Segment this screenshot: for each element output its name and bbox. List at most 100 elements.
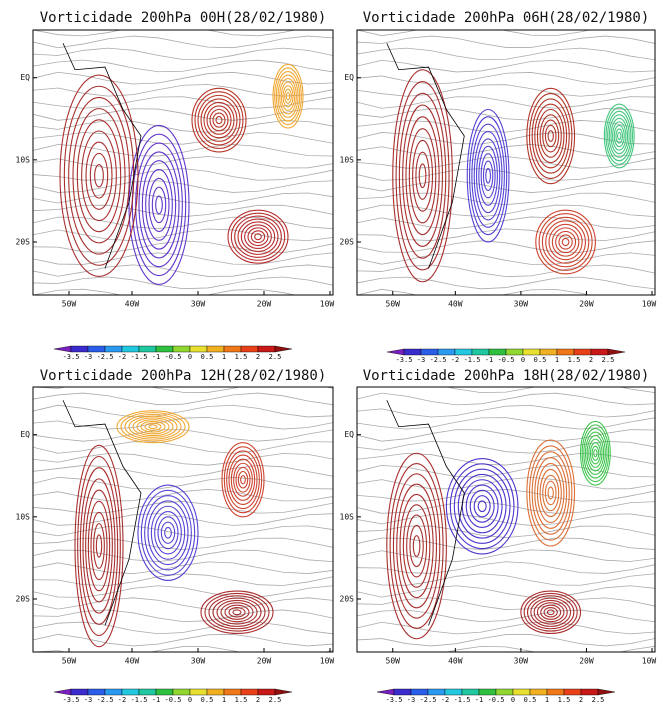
- colorbar-box: [121, 688, 140, 696]
- colorbar-box: [546, 688, 565, 696]
- vortex-streamline: [453, 468, 511, 544]
- vortex-streamline: [226, 450, 260, 510]
- vortex-streamline: [412, 139, 434, 212]
- colorbar-box: [556, 348, 575, 356]
- x-tick-label: 10W: [642, 657, 657, 666]
- colorbar-box: [257, 345, 276, 353]
- vortex-streamline: [396, 483, 438, 609]
- vortex-streamline: [220, 602, 254, 623]
- vortex-streamline: [538, 213, 593, 271]
- streamline: [357, 59, 655, 73]
- vortex-streamline: [277, 74, 299, 119]
- colorbar-label: 0: [188, 353, 192, 361]
- streamline: [33, 120, 333, 133]
- colorbar-box: [70, 688, 89, 696]
- x-tick-label: 30W: [191, 300, 206, 309]
- colorbar-box: [522, 348, 541, 356]
- colorbar-box: [437, 348, 456, 356]
- streamline: [33, 30, 297, 37]
- y-tick-label: 20S: [16, 595, 31, 604]
- vortex-streamline: [250, 230, 266, 244]
- vortex-streamline: [536, 108, 565, 164]
- colorbar-label: -3.5: [63, 353, 80, 361]
- x-tick-label: 40W: [448, 657, 463, 666]
- vortex-streamline: [116, 410, 190, 444]
- streamline: [357, 216, 655, 230]
- map-frame: [356, 29, 656, 296]
- x-tick-label: 20W: [257, 657, 272, 666]
- panel-title: Vorticidade 200hPa 00H(28/02/1980): [40, 10, 327, 26]
- vortex-streamline: [85, 489, 113, 603]
- streamline: [33, 192, 333, 205]
- vortex-streamline: [194, 91, 244, 149]
- vortex-streamline: [208, 595, 266, 630]
- y-tick-label: 10S: [340, 155, 355, 164]
- vortex-streamline: [603, 103, 635, 169]
- streamline: [357, 634, 655, 647]
- streamline: [357, 30, 592, 37]
- vortex-streamline: [150, 505, 186, 560]
- x-tick-label: 50W: [386, 657, 401, 666]
- streamline: [33, 47, 333, 60]
- vortex-streamline: [124, 413, 182, 440]
- vortex-streamline: [233, 462, 253, 497]
- colorbar-box: [138, 345, 157, 353]
- streamline: [357, 302, 655, 313]
- colorbar-label: -3.5: [63, 696, 80, 704]
- colorbar-box: [427, 688, 446, 696]
- streamline: [357, 645, 655, 652]
- x-tick-label: 50W: [62, 657, 77, 666]
- vortex-streamline: [157, 516, 179, 550]
- colorbar-box: [471, 348, 490, 356]
- vortex-streamline: [232, 609, 242, 616]
- vortex-streamline: [392, 473, 441, 619]
- streamline: [357, 476, 655, 490]
- colorbar-arrow: [53, 688, 72, 696]
- vortex-streamline: [548, 223, 583, 261]
- vortex-streamline: [74, 444, 124, 648]
- vortex-streamline: [607, 110, 632, 162]
- streamline: [33, 392, 333, 406]
- vortex-streamline: [528, 445, 573, 541]
- streamline: [33, 658, 333, 670]
- colorbar-label: -2: [118, 353, 126, 361]
- streamline: [357, 621, 655, 635]
- colorbar-label: 0.5: [524, 696, 537, 704]
- map-panel: [32, 29, 334, 296]
- colorbar-box: [104, 345, 123, 353]
- vortex-streamline: [95, 534, 103, 558]
- colorbar-label: -3: [84, 696, 92, 704]
- colorbar-label: 2: [579, 696, 583, 704]
- colorbar-box: [87, 345, 106, 353]
- x-tick-label: 10W: [320, 300, 335, 309]
- streamline: [33, 228, 333, 242]
- vortex-streamline: [144, 495, 192, 571]
- coastline: [386, 43, 465, 269]
- vortex-streamline: [81, 130, 117, 222]
- vortex-streamline: [140, 420, 166, 433]
- colorbar-label: 0: [511, 696, 515, 704]
- colorbar-box: [121, 345, 140, 353]
- vortex-streamline: [526, 439, 576, 547]
- vortex-streamline: [274, 67, 302, 126]
- y-tick-label: 10S: [16, 512, 31, 521]
- colorbar-box: [505, 348, 524, 356]
- colorbar-box: [539, 348, 558, 356]
- vortex-streamline: [200, 98, 238, 142]
- colorbar-box: [580, 688, 599, 696]
- colorbar-box: [155, 688, 174, 696]
- vortex-streamline: [613, 124, 625, 148]
- vortex-streamline: [145, 169, 173, 241]
- vortex-streamline: [160, 521, 176, 544]
- vortex-streamline: [164, 526, 172, 539]
- vortex-streamline: [392, 69, 453, 283]
- vortex-streamline: [203, 101, 235, 139]
- colorbar-arrow: [386, 348, 405, 356]
- vortex-streamline: [135, 142, 183, 268]
- streamline: [357, 96, 655, 109]
- vortex-streamline: [482, 160, 494, 192]
- vortex-streamline: [224, 604, 250, 620]
- colorbar-label: -1.5: [131, 353, 148, 361]
- colorbar-label: -0.5: [165, 353, 182, 361]
- colorbar-label: -1.5: [464, 356, 481, 364]
